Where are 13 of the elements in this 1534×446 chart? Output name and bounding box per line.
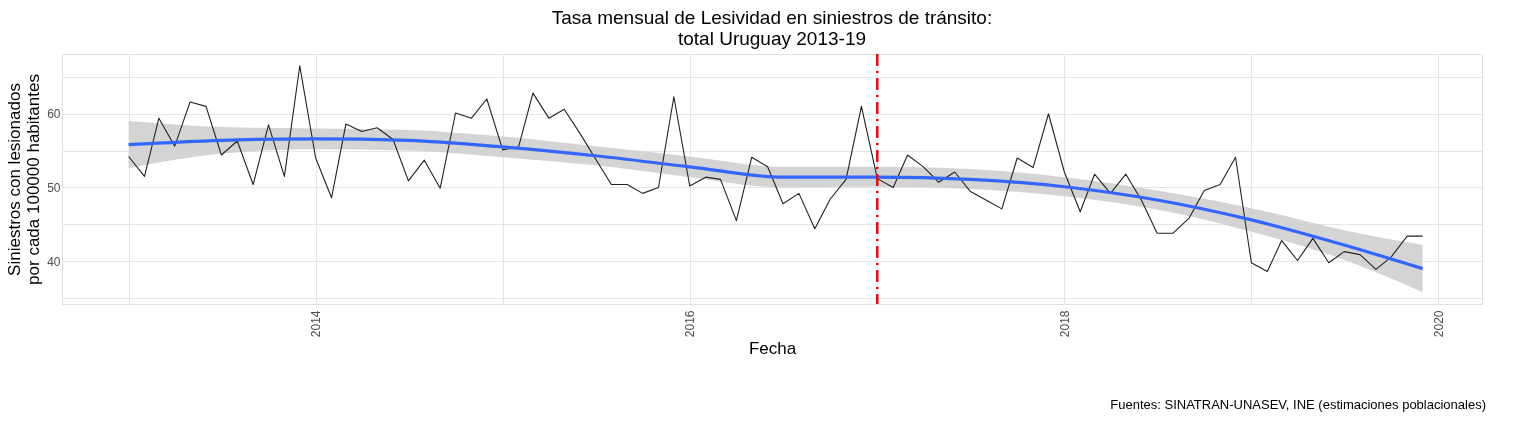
- y-tick-label: 60: [47, 107, 61, 122]
- x-tick-label: 2018: [1057, 310, 1072, 338]
- line-series: [127, 137, 1425, 271]
- line-series: [128, 65, 1424, 273]
- y-tick-label: 40: [47, 254, 61, 269]
- x-axis-title: Fecha: [748, 339, 797, 359]
- chart-title: Tasa mensual de Lesividad en siniestros de tránsito: total Uruguay 2013-19: [551, 6, 993, 49]
- source-note: Fuentes: SINATRAN-UNASEV, INE (estimaciones poblacionales): [1110, 397, 1486, 412]
- y-tick-label: 50: [47, 180, 61, 195]
- y-axis-title: Siniestros con lesionados por cada 100000 habitantes: [5, 74, 44, 285]
- x-tick-label: 2014: [309, 310, 324, 338]
- x-tick-label: 2016: [683, 310, 698, 338]
- x-tick-label: 2020: [1431, 310, 1446, 338]
